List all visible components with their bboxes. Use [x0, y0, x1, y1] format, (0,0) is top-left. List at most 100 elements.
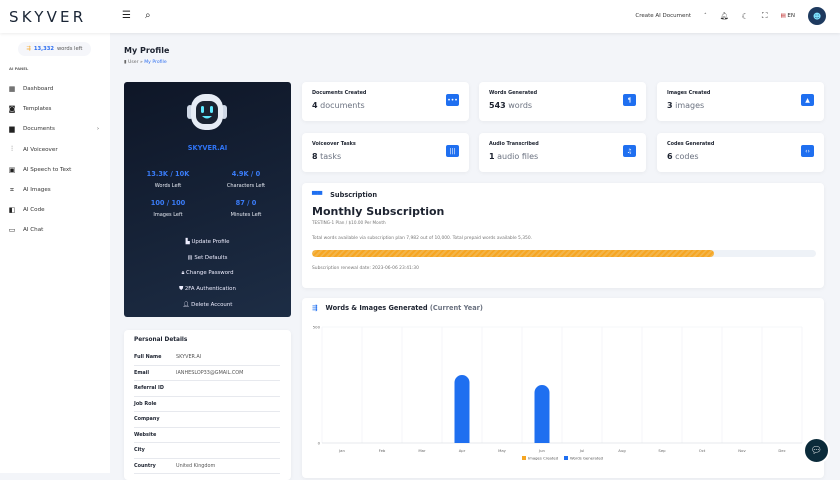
stat-words-left: 13.3K / 10K Words Left — [146, 170, 190, 189]
codes-generated-icon: ‹› — [801, 145, 814, 157]
sidebar: ⇶ 13,332 words left AI PANEL ▦ Dashboard ◙ Te… — [0, 33, 110, 473]
voiceover-tasks-icon: ||| — [446, 145, 459, 157]
x-tick-label: Sep — [658, 448, 666, 453]
x-tick-label: Dec — [778, 448, 785, 453]
personal-details-title: Personal Details — [134, 337, 188, 343]
detail-label: City — [134, 447, 145, 454]
subscription-card: ▀▀ Subscription Monthly Subscription TEST… — [302, 183, 824, 288]
breadcrumb-user[interactable]: User — [128, 60, 139, 65]
x-tick-label: Jul — [579, 448, 585, 453]
chevron-up-icon[interactable]: ˄ — [704, 13, 707, 19]
stat-characters-left: 4.9K / 0 Characters Left — [226, 170, 266, 189]
page-title: My Profile — [124, 46, 170, 55]
detail-value: IANHESLOP33@GMAIL.COM — [176, 369, 244, 376]
y-tick-label: 0 — [318, 441, 321, 446]
detail-row: Company — [134, 412, 280, 428]
lock-icon: 🔒︎ — [181, 270, 185, 276]
detail-label: Referral ID — [134, 385, 164, 392]
x-tick-label: Nov — [738, 448, 746, 453]
profile-card: SKYVER.AI 13.3K / 10K Words Left 4.9K / 0… — [124, 82, 291, 317]
stat-unit: images — [675, 101, 705, 110]
detail-label: Company — [134, 416, 160, 423]
sidebar-item-label: AI Voiceover — [23, 146, 58, 153]
logo[interactable]: SKYVER — [9, 8, 87, 26]
box-icon: ▀▀ — [312, 191, 323, 199]
stat-unit: words — [508, 101, 533, 110]
bar-chart: 0 500 Jan Feb Mar Apr May Jun Jul Aug Sep Oct Nov Dec… — [313, 325, 803, 461]
change-password-link[interactable]: 🔒︎ Change Password — [181, 270, 234, 276]
sidebar-item-ai-images[interactable]: ⌗ AI Images — [8, 180, 103, 200]
stat-number: 3 — [667, 101, 673, 110]
stat-card-words-generated: Words Generated 543 words ¶ — [479, 82, 646, 121]
sidebar-item-ai-chat[interactable]: ▭ AI Chat — [8, 220, 103, 240]
x-tick-label: Feb — [379, 448, 386, 453]
legend-label: Images Created — [528, 456, 559, 461]
chart-icon: ⇶ — [312, 304, 318, 312]
x-tick-label: Apr — [459, 448, 466, 453]
shield-icon: ⛊ — [179, 286, 184, 292]
detail-row: Email IANHESLOP33@GMAIL.COM — [134, 366, 280, 381]
delete-account-link[interactable]: 👤︎ Delete Account — [182, 302, 233, 308]
x-tick-label: Jun — [538, 448, 546, 453]
language-selector[interactable]: ▤ EN — [780, 13, 795, 19]
bar-words-generated — [534, 385, 550, 443]
words-generated-icon: ¶ — [623, 94, 636, 106]
plan-name: Monthly Subscription — [312, 205, 445, 218]
stat-title: Words Generated — [489, 90, 538, 96]
ai-code-icon: ◧ — [8, 206, 16, 215]
sidebar-item-label: AI Speech to Text — [23, 166, 72, 173]
stat-title: Documents Created — [312, 90, 367, 96]
stat-unit: codes — [675, 152, 699, 161]
x-tick-label: Aug — [618, 448, 626, 453]
stat-title: Audio Transcribed — [489, 141, 539, 147]
detail-row: Full Name SKYVER.AI — [134, 350, 280, 366]
user-remove-icon: 👤︎ — [182, 302, 190, 308]
breadcrumb-current: My Profile — [144, 60, 167, 65]
menu-icon[interactable]: ☰ — [122, 10, 131, 21]
ai-speech-to-text-icon: ▣ — [8, 165, 16, 174]
chat-widget-button[interactable]: 💬︎ — [803, 437, 830, 464]
sidebar-item-ai-speech-to-text[interactable]: ▣ AI Speech to Text — [8, 160, 103, 180]
words-progress-bar — [312, 250, 816, 257]
sidebar-item-dashboard[interactable]: ▦ Dashboard — [8, 79, 103, 99]
dashboard-icon: ▦ — [8, 85, 16, 94]
images-created-icon: ▲ — [801, 94, 814, 106]
stat-card-codes-generated: Codes Generated 6 codes ‹› — [657, 133, 824, 172]
update-profile-link[interactable]: ▙ Update Profile — [185, 239, 230, 245]
create-document-button[interactable]: Create AI Document — [635, 13, 692, 19]
renewal-date: Subscription renewal date: 2023-06-06 23… — [312, 266, 419, 271]
templates-icon: ◙ — [8, 105, 16, 114]
sidebar-item-templates[interactable]: ◙ Templates — [8, 99, 103, 119]
legend-swatch — [522, 456, 526, 460]
chart-card: ⇶ Words & Images Generated (Current Year)… — [302, 298, 824, 478]
sidebar-item-ai-voiceover[interactable]: ⫶ AI Voiceover — [8, 140, 103, 160]
ai-images-icon: ⌗ — [10, 185, 14, 194]
bar-words-generated — [454, 375, 470, 443]
sidebar-item-label: Dashboard — [23, 86, 54, 93]
sidebar-item-ai-code[interactable]: ◧ AI Code — [8, 200, 103, 220]
stat-unit: audio files — [497, 152, 539, 161]
panel-label: AI PANEL — [9, 66, 29, 71]
chevron-right-icon[interactable]: › — [97, 126, 99, 133]
stat-title: Codes Generated — [667, 141, 715, 147]
stat-card-voiceover-tasks: Voiceover Tasks 8 tasks ||| — [302, 133, 469, 172]
moon-icon[interactable]: ☾ — [741, 11, 749, 21]
detail-label: Country — [134, 462, 156, 469]
detail-label: Website — [134, 431, 157, 438]
y-tick-label: 500 — [313, 325, 321, 330]
fullscreen-icon[interactable]: ⛶ — [761, 11, 768, 20]
chat-icon: 💬︎ — [810, 445, 823, 456]
sidebar-item-documents[interactable]: ▆ Documents › — [8, 119, 103, 139]
detail-row: Referral ID — [134, 381, 280, 397]
user-icon: ▮ — [124, 60, 127, 65]
detail-label: Full Name — [134, 354, 162, 361]
avatar[interactable]: ☻ — [808, 7, 826, 25]
words-available: Total words available via subscription p… — [312, 236, 533, 241]
bell-icon[interactable]: 🔔︎ — [719, 12, 729, 20]
progress-fill — [312, 250, 715, 257]
stat-unit: tasks — [320, 152, 342, 161]
documents-icon: ▆ — [9, 125, 15, 134]
set-defaults-link[interactable]: ▤ Set Defaults — [187, 255, 228, 261]
2fa-link[interactable]: ⛊ 2FA Authentication — [179, 286, 236, 292]
search-icon[interactable]: ⌕ — [145, 10, 151, 21]
